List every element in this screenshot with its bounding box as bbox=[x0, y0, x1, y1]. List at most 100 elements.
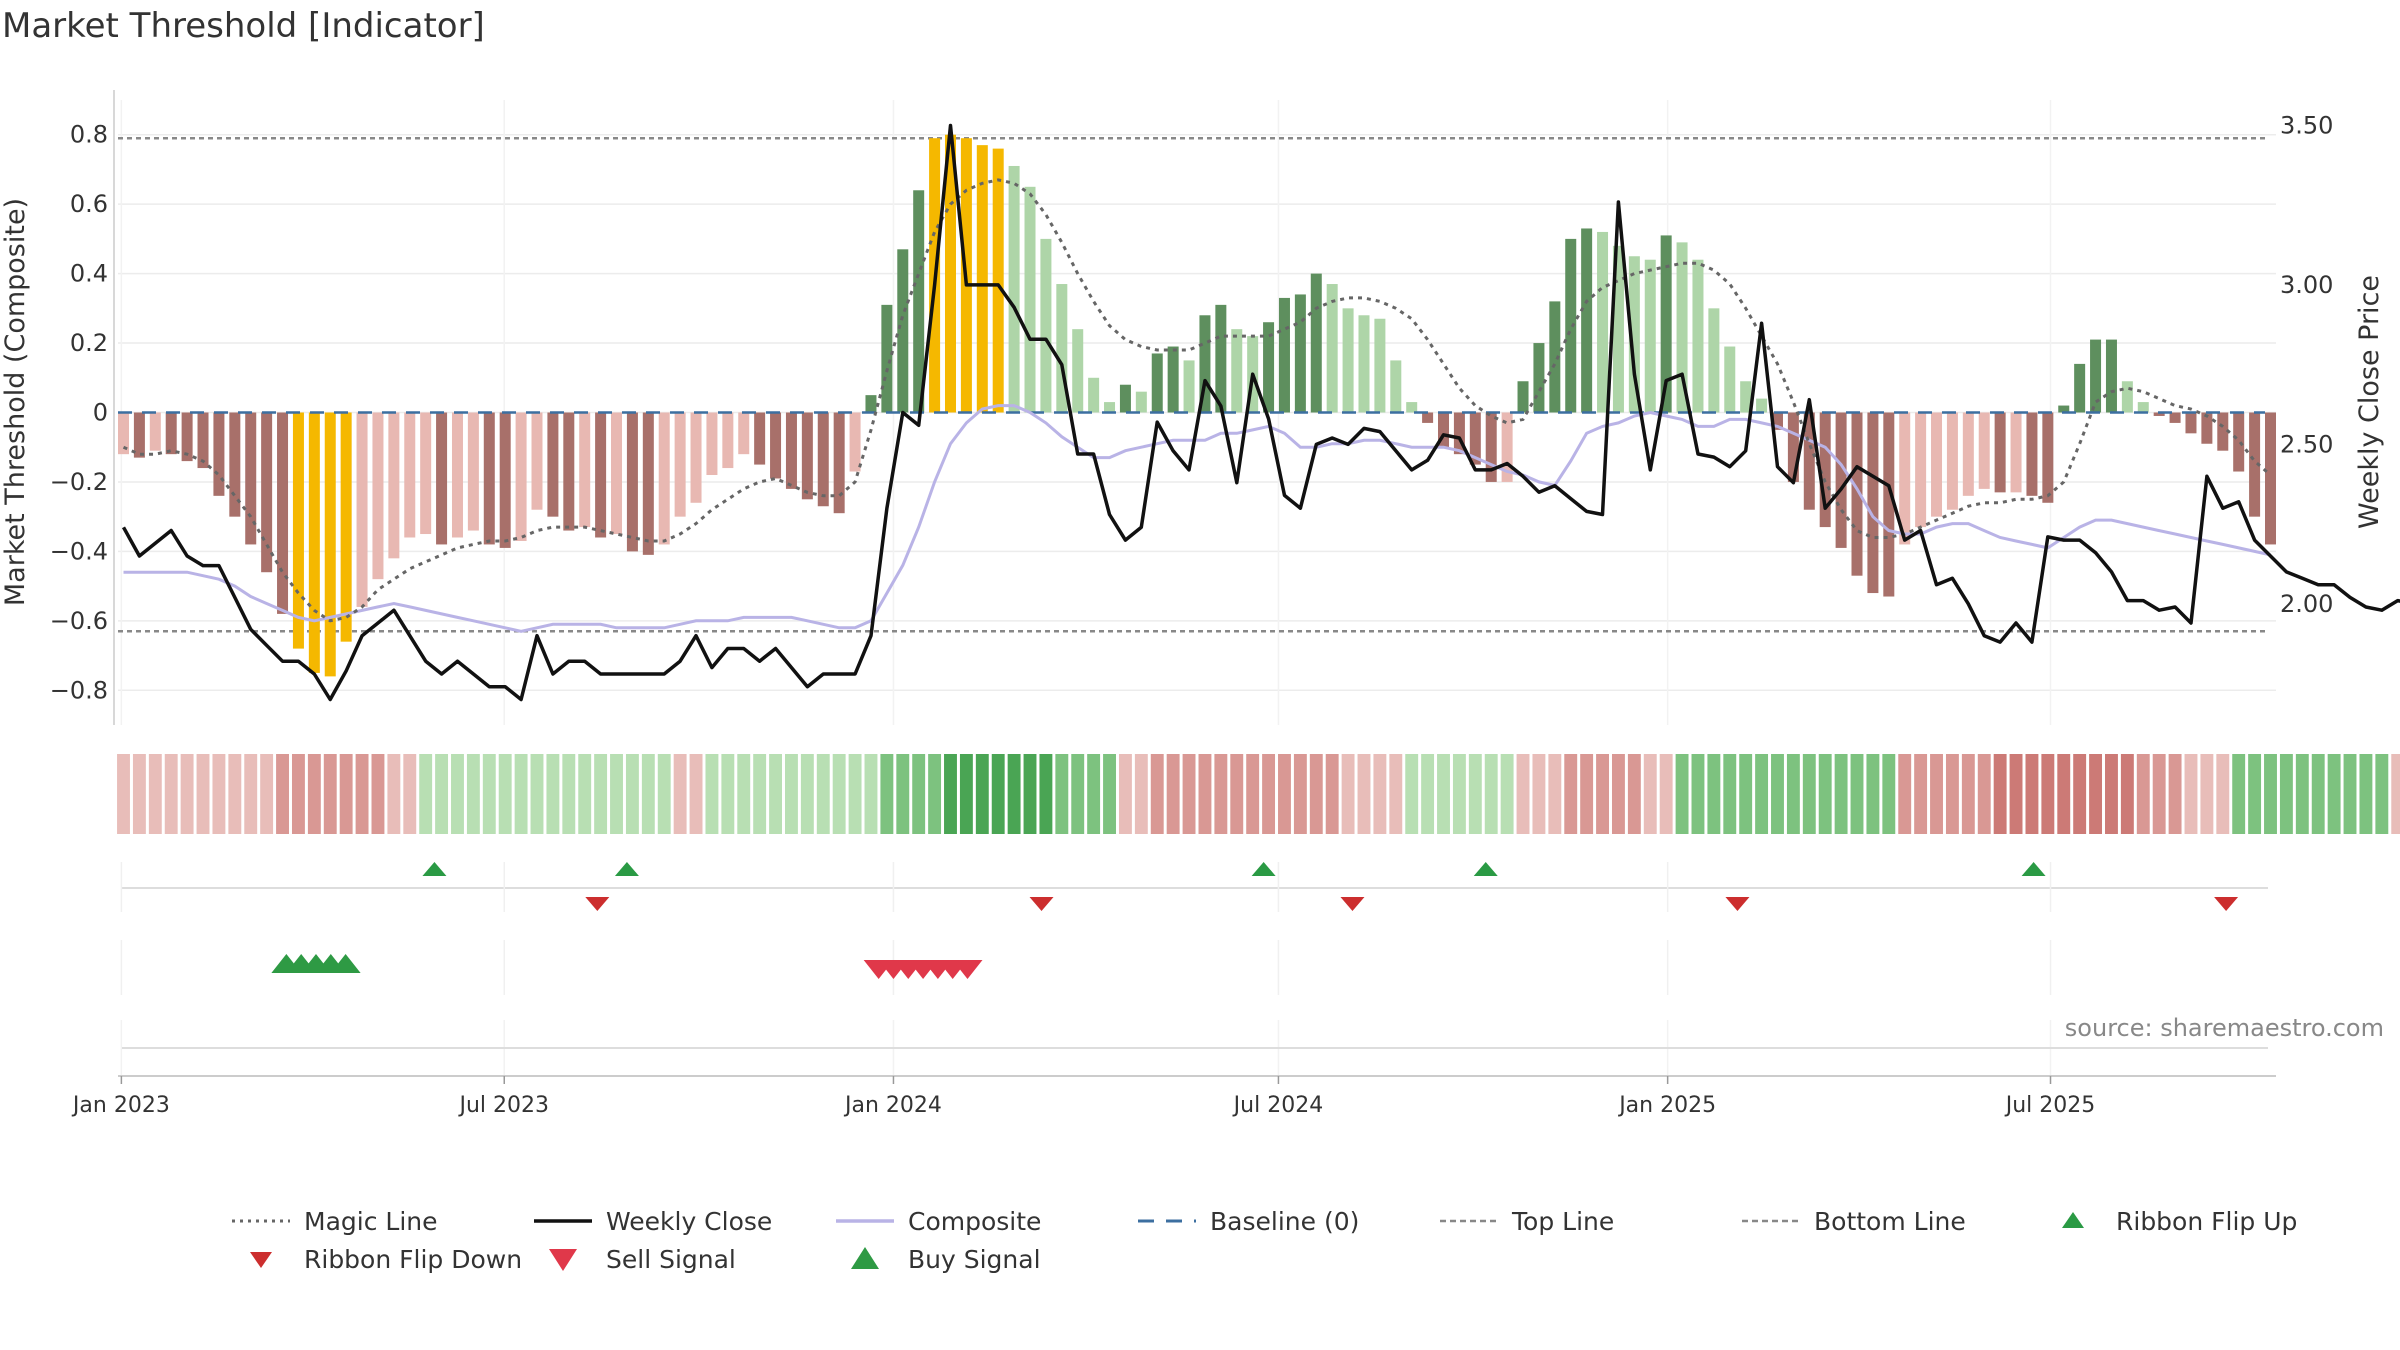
ribbon-cell bbox=[1834, 754, 1848, 834]
composite-bar bbox=[1787, 412, 1799, 482]
ribbon-cell bbox=[800, 754, 814, 834]
ribbon-cell bbox=[928, 754, 942, 834]
composite-bar bbox=[292, 412, 304, 649]
composite-bar bbox=[1453, 412, 1465, 455]
ribbon-cell bbox=[673, 754, 687, 834]
ribbon-cell bbox=[1055, 754, 1069, 834]
ribbon-cell bbox=[2248, 754, 2262, 834]
composite-bar bbox=[1931, 412, 1943, 517]
composite-bar bbox=[1072, 329, 1084, 413]
composite-bar bbox=[1167, 346, 1179, 413]
right-tick-label: 2.50 bbox=[2280, 430, 2333, 458]
ribbon-cell bbox=[1500, 754, 1514, 834]
ribbon-cell bbox=[451, 754, 464, 834]
ribbon-flip-up-marker bbox=[614, 862, 639, 876]
composite-bar bbox=[149, 412, 161, 451]
composite-bar bbox=[531, 412, 543, 510]
composite-bar bbox=[245, 412, 257, 545]
composite-bar bbox=[1294, 294, 1306, 413]
composite-bar bbox=[118, 412, 129, 455]
legend-label: Baseline (0) bbox=[1210, 1206, 1360, 1236]
composite-bar bbox=[1628, 256, 1640, 413]
legend-item-bottom-line: Bottom Line bbox=[1740, 1206, 2042, 1236]
composite-bar bbox=[1692, 259, 1704, 413]
solid-line-icon bbox=[532, 1206, 594, 1236]
ribbon-cell bbox=[769, 754, 783, 834]
ribbon-cell bbox=[1580, 754, 1594, 834]
ribbon-cell bbox=[2057, 754, 2071, 834]
ribbon-cell bbox=[419, 754, 433, 834]
composite-bar bbox=[944, 134, 956, 413]
composite-bar bbox=[2058, 405, 2070, 413]
composite-bar bbox=[2169, 412, 2181, 423]
weekly-close-line bbox=[121, 123, 2400, 702]
composite-bar bbox=[2042, 412, 2054, 503]
composite-bar bbox=[1740, 381, 1752, 413]
composite-bar bbox=[1962, 412, 1974, 496]
legend-label: Top Line bbox=[1512, 1206, 1615, 1236]
legend-label: Sell Signal bbox=[606, 1244, 736, 1274]
composite-bar bbox=[1024, 186, 1036, 413]
composite-bar bbox=[1549, 301, 1561, 413]
ribbon-cell bbox=[1309, 754, 1323, 834]
composite-bar bbox=[881, 304, 893, 413]
legend-label: Ribbon Flip Down bbox=[304, 1244, 523, 1274]
composite-bar bbox=[1994, 412, 2006, 493]
composite-bar bbox=[165, 412, 177, 455]
composite-bar bbox=[801, 412, 813, 500]
composite-bar bbox=[2137, 402, 2149, 413]
ribbon-cell bbox=[530, 754, 544, 834]
time-axis-label: Jan 2023 bbox=[71, 1093, 170, 1118]
ribbon-cell bbox=[896, 754, 910, 834]
ribbon-cell bbox=[1166, 754, 1180, 834]
ribbon-cell bbox=[196, 754, 210, 834]
legend-item-buy-signal: Buy Signal bbox=[834, 1244, 1136, 1274]
composite-bar bbox=[340, 412, 352, 642]
ribbon-cell bbox=[1977, 754, 1991, 834]
ribbon-cell bbox=[1214, 754, 1228, 834]
ribbon-cell bbox=[578, 754, 592, 834]
ribbon-cell bbox=[387, 754, 401, 834]
composite-bar bbox=[1899, 412, 1911, 545]
ribbon-cell bbox=[1914, 754, 1928, 834]
legend-item-weekly-close: Weekly Close bbox=[532, 1206, 834, 1236]
composite-bar bbox=[658, 412, 670, 545]
ribbon-flip-down-marker bbox=[585, 897, 610, 911]
ribbon-cell bbox=[562, 754, 576, 834]
legend-label: Magic Line bbox=[304, 1206, 438, 1236]
left-axis-label: Market Threshold (Composite) bbox=[0, 198, 31, 606]
time-axis-label: Jan 2025 bbox=[1617, 1093, 1716, 1118]
ribbon-cell bbox=[1961, 754, 1975, 834]
composite-bar bbox=[1978, 412, 1990, 489]
ribbon-cell bbox=[1643, 754, 1657, 834]
ribbon-cell bbox=[2184, 754, 2198, 834]
ribbon-cell bbox=[880, 754, 894, 834]
ribbon-cell bbox=[1198, 754, 1212, 834]
composite-bar bbox=[1215, 304, 1227, 413]
composite-bar bbox=[611, 412, 623, 535]
composite-bar bbox=[913, 190, 925, 413]
ribbon-cell bbox=[1150, 754, 1164, 834]
composite-bar bbox=[1771, 412, 1783, 430]
ribbon-cell bbox=[2152, 754, 2166, 834]
ribbon-cell bbox=[1182, 754, 1196, 834]
composite-bar bbox=[2201, 412, 2213, 444]
composite-bar bbox=[1533, 343, 1545, 413]
ribbon-cell bbox=[1230, 754, 1244, 834]
buy-signal-marker bbox=[330, 954, 361, 973]
ribbon-cell bbox=[117, 754, 130, 834]
ribbon-cell bbox=[2375, 754, 2389, 834]
ribbon-cell bbox=[1675, 754, 1689, 834]
composite-bar bbox=[197, 412, 209, 469]
composite-bar bbox=[372, 412, 384, 580]
ribbon-cell bbox=[2343, 754, 2357, 834]
composite-bar bbox=[2090, 339, 2102, 413]
legend-label: Weekly Close bbox=[606, 1206, 773, 1236]
ribbon-cell bbox=[339, 754, 353, 834]
composite-bar bbox=[738, 412, 750, 455]
ribbon-cell bbox=[2279, 754, 2293, 834]
ribbon-cell bbox=[1134, 754, 1148, 834]
ribbon-cell bbox=[1564, 754, 1578, 834]
ribbon-cell bbox=[291, 754, 305, 834]
left-tick-label: 0.2 bbox=[70, 329, 108, 357]
